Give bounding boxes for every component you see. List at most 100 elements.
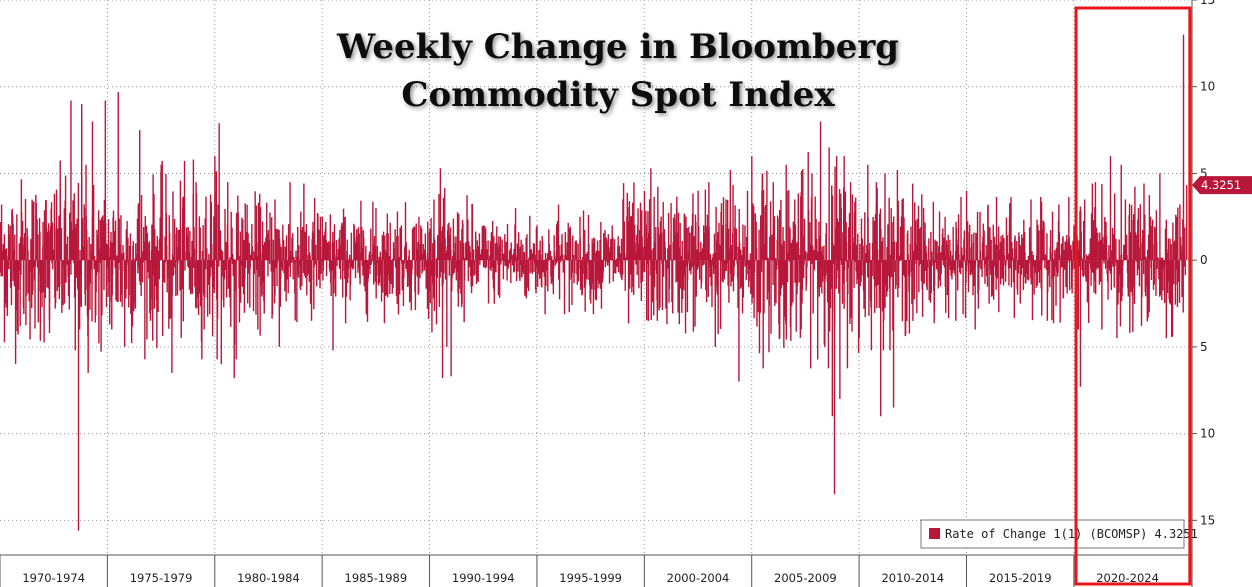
data-bar: [305, 224, 308, 261]
data-bar: [304, 260, 306, 276]
data-bar: [666, 260, 669, 263]
data-bar: [803, 218, 806, 261]
data-bar: [785, 260, 788, 340]
data-bar: [146, 260, 148, 340]
data-bar: [455, 236, 457, 261]
data-bar: [20, 211, 23, 261]
data-bar: [552, 260, 555, 295]
data-bar: [123, 252, 125, 261]
data-bar: [536, 260, 539, 287]
data-bar: [758, 229, 760, 261]
data-bar: [470, 260, 473, 294]
data-bar: [345, 260, 348, 297]
data-bar: [716, 260, 719, 295]
data-bar: [872, 216, 874, 261]
data-bar: [434, 239, 436, 261]
highlight-box: [1074, 6, 1192, 586]
data-bar: [18, 260, 20, 271]
data-bar: [603, 233, 605, 261]
data-bar: [1159, 173, 1161, 261]
data-bar: [127, 237, 129, 261]
data-bar: [181, 260, 184, 290]
data-bar: [274, 199, 276, 261]
data-bar: [1169, 260, 1172, 305]
data-bar: [1, 260, 4, 277]
data-bar: [572, 235, 574, 261]
data-bar: [888, 260, 890, 277]
data-bar: [676, 233, 679, 261]
data-bar: [799, 260, 802, 338]
data-bar: [179, 180, 182, 261]
data-bar: [897, 260, 900, 289]
data-bar: [795, 242, 798, 261]
data-bar: [840, 207, 842, 261]
data-bar: [118, 244, 121, 261]
x-tick-label: 2010-2014: [881, 571, 944, 585]
data-bar: [670, 259, 673, 261]
data-bar: [798, 260, 800, 283]
data-bar: [133, 260, 135, 312]
data-bar: [1005, 260, 1007, 266]
data-bar: [1145, 256, 1147, 261]
data-bar: [47, 223, 50, 261]
data-bar: [1161, 257, 1164, 261]
data-bar: [404, 202, 407, 261]
data-bar: [620, 238, 623, 261]
data-bar: [990, 260, 993, 297]
data-bar: [388, 256, 390, 261]
data-bar: [499, 236, 502, 261]
data-bar: [242, 219, 244, 261]
data-bar: [301, 226, 304, 261]
data-bar: [420, 228, 423, 261]
data-bar: [449, 227, 452, 261]
data-bar: [892, 216, 895, 261]
data-bar: [621, 260, 623, 281]
data-bar: [433, 260, 436, 311]
data-bar: [208, 253, 210, 261]
data-bar: [51, 260, 53, 264]
data-bar: [166, 245, 168, 261]
data-bar: [402, 260, 405, 307]
data-bar: [630, 215, 633, 261]
data-bar: [712, 253, 714, 261]
data-bar: [476, 240, 479, 261]
data-bar: [876, 249, 879, 261]
data-bar: [270, 260, 272, 272]
data-bar: [724, 260, 726, 272]
data-bar: [120, 215, 122, 261]
data-bar: [731, 260, 733, 282]
data-bar: [709, 253, 712, 261]
data-bar: [194, 260, 197, 308]
data-bar: [833, 260, 836, 495]
data-bar: [989, 254, 992, 261]
data-bar: [1114, 260, 1117, 261]
data-bar: [514, 208, 517, 261]
data-bar: [529, 260, 531, 274]
data-bar: [891, 222, 893, 261]
data-bar: [183, 160, 186, 261]
data-bar: [586, 251, 588, 261]
data-bar: [398, 260, 400, 266]
data-bar: [722, 225, 724, 261]
data-bar: [553, 260, 555, 269]
data-bar: [320, 258, 322, 261]
data-bar: [1070, 249, 1072, 261]
data-bar: [998, 260, 1000, 313]
data-bar: [487, 260, 490, 304]
data-bar: [820, 251, 823, 261]
data-bar: [416, 260, 419, 277]
data-bar: [267, 230, 270, 261]
data-bar: [891, 241, 894, 261]
data-bar: [585, 253, 587, 261]
legend-label: Rate of Change 1(1) (BCOMSP) 4.3251: [945, 527, 1198, 541]
data-bar: [315, 260, 318, 287]
data-bar: [252, 250, 254, 261]
data-bar: [1170, 244, 1172, 261]
data-bar: [365, 260, 367, 315]
data-bar: [792, 260, 794, 303]
data-bar: [471, 203, 474, 261]
data-bar: [1080, 231, 1082, 261]
data-bar: [62, 260, 64, 306]
y-tick-label: 10: [1200, 80, 1215, 94]
